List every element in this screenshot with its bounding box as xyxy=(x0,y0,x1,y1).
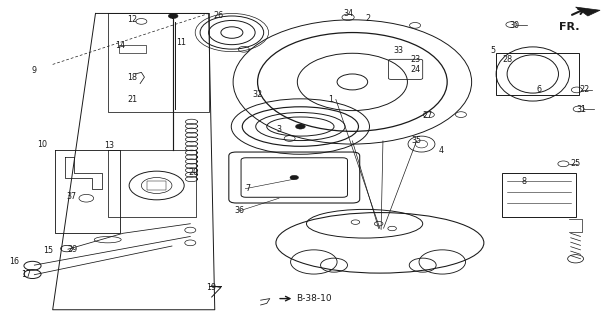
Text: 11: 11 xyxy=(176,38,186,47)
Text: 16: 16 xyxy=(9,258,19,267)
Text: 26: 26 xyxy=(213,12,224,20)
Text: 27: 27 xyxy=(422,111,433,120)
Text: 20: 20 xyxy=(188,168,199,177)
Text: 21: 21 xyxy=(127,95,137,104)
Text: 23: 23 xyxy=(410,55,421,64)
Text: 17: 17 xyxy=(21,270,31,279)
Text: 2: 2 xyxy=(365,14,370,23)
Text: 37: 37 xyxy=(66,192,76,201)
Text: 1: 1 xyxy=(329,95,333,104)
Text: 5: 5 xyxy=(490,45,495,55)
Text: 28: 28 xyxy=(502,55,512,64)
Text: 24: 24 xyxy=(410,65,421,74)
Text: 19: 19 xyxy=(207,283,217,292)
Text: 8: 8 xyxy=(521,177,526,186)
Text: 10: 10 xyxy=(37,140,47,148)
Text: 7: 7 xyxy=(246,184,251,193)
Text: 18: 18 xyxy=(127,73,137,82)
Text: 22: 22 xyxy=(580,85,590,94)
Text: 31: 31 xyxy=(577,105,587,114)
Text: 29: 29 xyxy=(68,245,78,254)
Text: 25: 25 xyxy=(571,159,581,168)
Text: 3: 3 xyxy=(276,125,281,134)
Text: FR.: FR. xyxy=(559,22,580,32)
Text: 36: 36 xyxy=(234,206,244,215)
Text: 12: 12 xyxy=(127,15,137,24)
Text: 9: 9 xyxy=(32,66,37,75)
Text: 34: 34 xyxy=(343,9,353,18)
Text: 15: 15 xyxy=(44,246,53,255)
Text: 14: 14 xyxy=(115,41,125,50)
Circle shape xyxy=(290,175,299,180)
Text: 32: 32 xyxy=(253,90,262,99)
Circle shape xyxy=(169,13,178,19)
Text: 13: 13 xyxy=(105,141,115,150)
Text: 6: 6 xyxy=(536,85,541,94)
Circle shape xyxy=(295,124,305,129)
Text: 35: 35 xyxy=(411,136,422,145)
Text: 4: 4 xyxy=(438,146,444,155)
Text: 33: 33 xyxy=(394,45,403,55)
Polygon shape xyxy=(576,7,600,16)
Text: 30: 30 xyxy=(509,21,519,30)
Text: B-38-10: B-38-10 xyxy=(296,294,332,303)
